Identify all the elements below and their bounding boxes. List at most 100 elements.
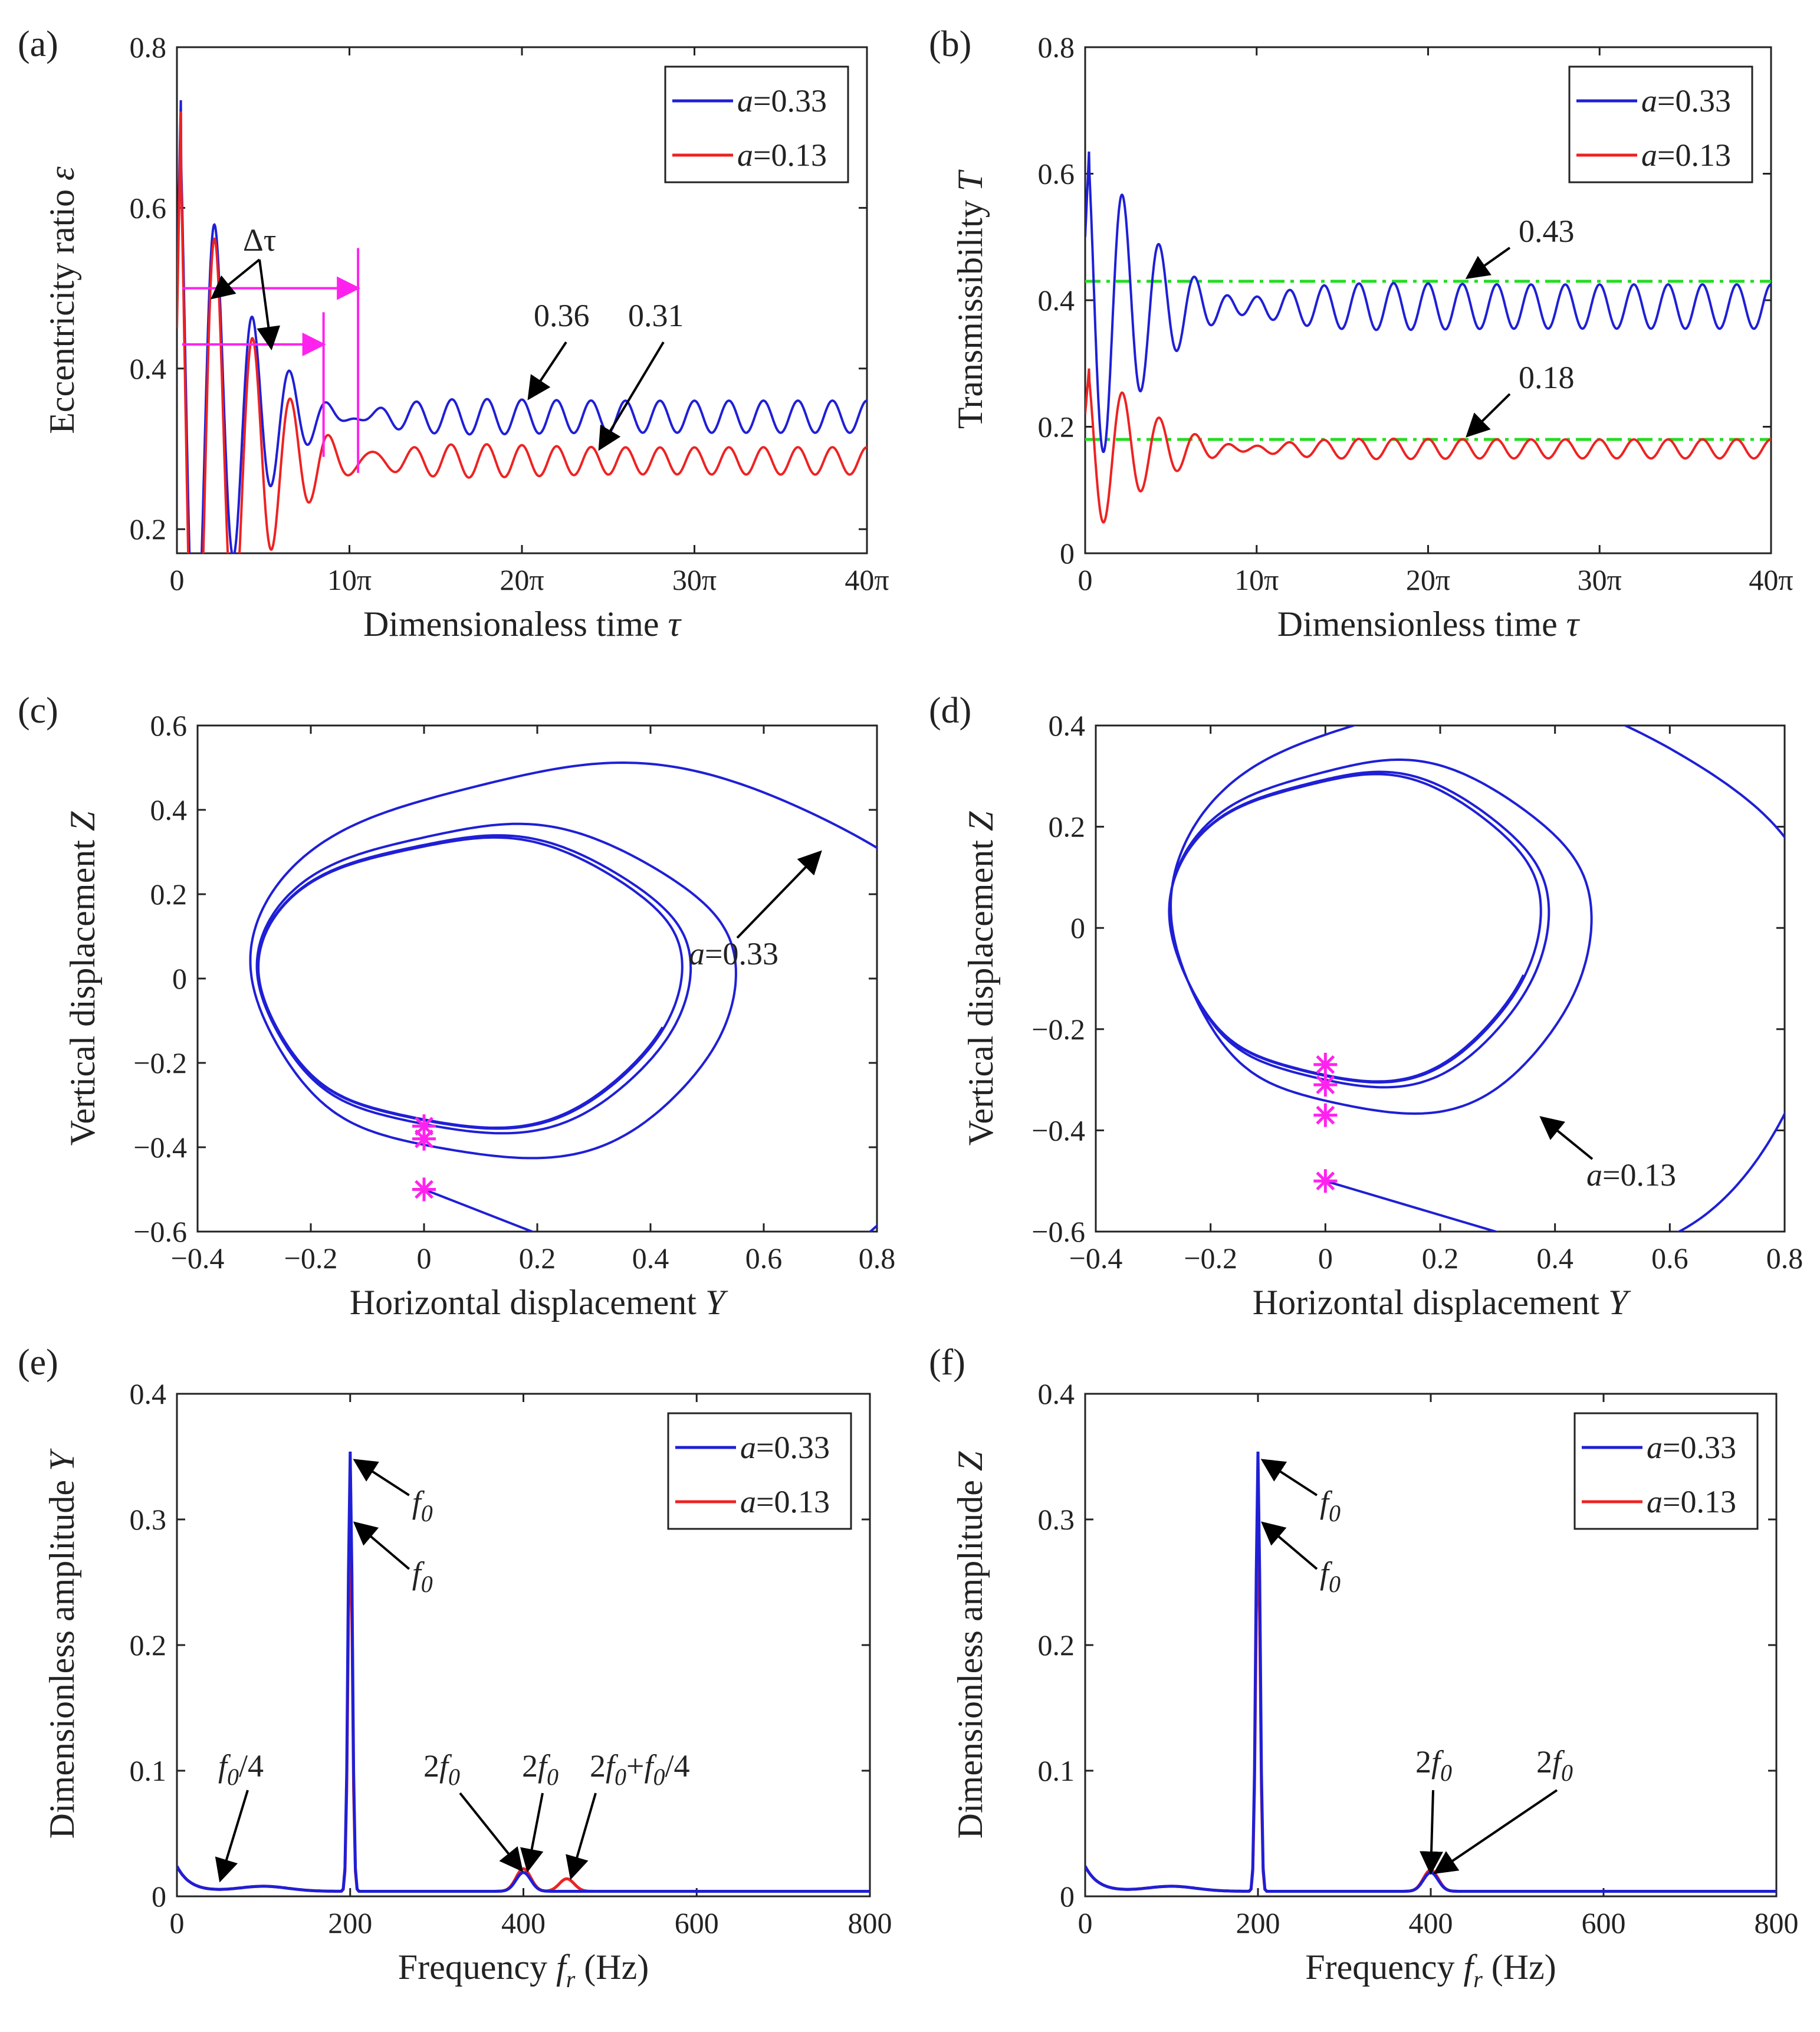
ann-prefix: 2	[522, 1748, 538, 1784]
x-tick-label: 800	[848, 1906, 892, 1939]
x-axis-label-text: Horizontal displacement	[1253, 1283, 1608, 1322]
y-tick-label: 0.8	[1038, 31, 1075, 64]
x-axis-label-text: Frequency	[1305, 1948, 1463, 1987]
peak-arrow	[520, 1793, 544, 1873]
x-tick-label: 0.4	[1536, 1242, 1573, 1275]
star-stroke	[1316, 1055, 1335, 1074]
y-axis-label-text: Eccentricity ratio	[42, 180, 81, 434]
y-axis-label-symbol: Z	[951, 1451, 990, 1471]
chart-panel-c: −0.4 −0.2 0 0.2 0.4 0.6 0.8−0.6−0.4−0.200.20.4…	[63, 709, 895, 1322]
y-axis-label: Vertical displacement Z	[63, 811, 102, 1145]
legend-symbol: a	[1641, 137, 1657, 173]
y-tick-label: −0.4	[133, 1131, 187, 1164]
orbit-label: a=0.13	[1586, 1157, 1676, 1193]
y-tick-label: 0.4	[1049, 709, 1086, 742]
x-axis-label-subscript: r	[1473, 1966, 1483, 1992]
x-axis-label-symbol: Y	[705, 1283, 728, 1322]
peak-arrow	[353, 1521, 410, 1570]
delta-tau-pointer	[210, 258, 261, 300]
x-tick-label: 0.6	[1651, 1242, 1688, 1275]
peak-label-f0-lower: f0	[412, 1555, 433, 1597]
series-line-a033	[1085, 151, 1771, 454]
x-tick-label: 0	[170, 563, 185, 596]
panel-label-f: (f)	[929, 1342, 965, 1383]
ann-suffix: /4	[239, 1748, 264, 1784]
start-marker	[1313, 1103, 1338, 1127]
y-axis-label-text: Dimensionless amplitude	[42, 1471, 81, 1839]
series-line-a013	[1085, 368, 1771, 524]
x-tick-label: 0	[1318, 1242, 1333, 1275]
y-tick-label: 0	[1060, 537, 1075, 570]
peak-label-f0-upper: f0	[1320, 1485, 1341, 1527]
ann-subscript: 0	[421, 1571, 433, 1597]
peak-arrow	[566, 1793, 597, 1880]
ann-subscript: 0	[1440, 1759, 1452, 1786]
peak-arrow	[1433, 1789, 1558, 1875]
delta-tau-label: Δτ	[243, 222, 276, 258]
orbit-label-symbol: a	[689, 936, 705, 971]
x-tick-label: 0.2	[519, 1242, 556, 1275]
x-tick-label: 40π	[1749, 563, 1793, 596]
legend-value: =0.13	[753, 137, 827, 173]
y-tick-label: 0	[1060, 1880, 1075, 1913]
x-tick-label: 400	[501, 1906, 546, 1939]
legend-symbol: a	[737, 137, 753, 173]
legend-box	[664, 65, 849, 183]
star-stroke	[415, 1180, 433, 1199]
legend-symbol: a	[740, 1430, 756, 1465]
y-tick-label: 0.2	[1049, 810, 1086, 843]
x-tick-label: 0	[170, 1906, 185, 1939]
start-marker	[1313, 1169, 1338, 1193]
x-tick-label: 200	[1236, 1906, 1280, 1939]
ann-subscript: 0	[421, 1500, 433, 1527]
ann-suffix: /4	[665, 1748, 690, 1784]
x-tick-label: −0.2	[284, 1242, 338, 1275]
legend-symbol: a	[1647, 1430, 1663, 1465]
space	[575, 1948, 584, 1987]
y-tick-label: 0.6	[150, 709, 188, 742]
peak-arrow	[1260, 1459, 1318, 1496]
legend-box	[1573, 1412, 1759, 1530]
y-tick-label: −0.4	[1031, 1114, 1085, 1147]
x-tick-label: 20π	[1406, 563, 1450, 596]
x-tick-label: 0.2	[1422, 1242, 1459, 1275]
x-tick-label: −0.4	[171, 1242, 225, 1275]
x-axis-label: Dimensionless time τ	[1277, 605, 1581, 644]
value-label-018: 0.18	[1519, 360, 1575, 395]
peak-label-f0-lower: f0	[1320, 1555, 1341, 1597]
x-axis-label-subscript: r	[566, 1966, 576, 1992]
legend-value: =0.13	[1663, 1484, 1736, 1519]
y-axis-label-text: Transmissibility	[951, 191, 990, 429]
legend-entry: a=0.33	[740, 1430, 830, 1465]
peak-label-f0-quarter: f0/4	[218, 1748, 264, 1790]
chart-panels: 0 10π 20π 30π 40π 0.2 0.4 0.6 0.8 Dimensionaless …	[42, 31, 1803, 1992]
y-tick-label: 0.2	[130, 513, 167, 546]
orbit-label-value: =0.13	[1602, 1157, 1676, 1193]
x-axis-label: Dimensionaless time τ	[363, 605, 682, 644]
chart-panel-a: 0 10π 20π 30π 40π 0.2 0.4 0.6 0.8 Dimensionaless …	[42, 31, 889, 644]
peak-label-2f0: 2f0	[1536, 1744, 1573, 1786]
x-axis-label-text: Dimensionless time	[1277, 605, 1566, 644]
plot-area-d	[1168, 726, 1785, 1232]
x-tick-label: 600	[675, 1906, 719, 1939]
peak-label-f0-upper: f0	[412, 1485, 433, 1527]
value-arrow	[1465, 247, 1511, 280]
plot-frame-c	[196, 724, 878, 1233]
x-tick-label: 0	[1078, 1906, 1093, 1939]
y-tick-label: 0.2	[130, 1629, 167, 1662]
ann-prefix: 2	[590, 1748, 606, 1784]
delta-tau-pointer	[257, 259, 281, 350]
x-axis-label: Frequency fr (Hz)	[398, 1948, 649, 1992]
y-tick-label: 0.1	[130, 1754, 167, 1787]
series-line-a013	[177, 111, 867, 553]
x-tick-label: 0	[1078, 563, 1093, 596]
star-stroke	[1316, 1075, 1335, 1095]
peak-label-2f0: 2f0	[423, 1748, 460, 1790]
x-tick-label: 200	[328, 1906, 372, 1939]
ann-plus: +	[626, 1748, 644, 1784]
ann-subscript: 0	[653, 1764, 665, 1790]
y-tick-label: 0.4	[150, 793, 188, 826]
y-tick-label: 0.4	[1038, 284, 1075, 317]
legend-value: =0.13	[1657, 137, 1731, 173]
star-stroke	[415, 1117, 433, 1136]
